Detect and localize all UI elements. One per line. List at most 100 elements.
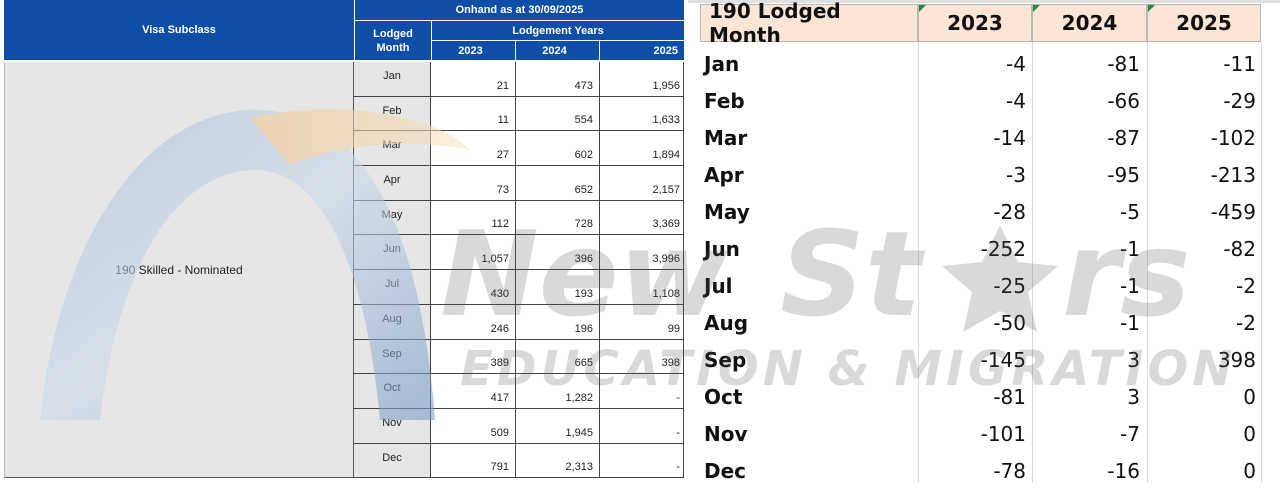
cell-2025[interactable]: 0 xyxy=(1243,459,1256,483)
cell-divider xyxy=(599,235,600,270)
cell-2023: 791 xyxy=(490,461,509,474)
cell-2024[interactable]: -5 xyxy=(1120,200,1140,224)
cell-2023: 430 xyxy=(490,287,509,300)
cell-2024: 473 xyxy=(574,79,593,92)
header-lodged-line2: Month xyxy=(376,41,410,54)
cell-2025[interactable]: 0 xyxy=(1243,385,1256,409)
cell-2025[interactable]: -2 xyxy=(1236,311,1256,335)
cell-2025[interactable]: -29 xyxy=(1223,89,1256,113)
right-table-row[interactable]: Sep -145 3 398 xyxy=(700,341,1272,378)
grid-line xyxy=(918,42,919,483)
row-month[interactable]: May xyxy=(704,200,750,224)
cell-2025: - xyxy=(676,461,680,474)
row-month[interactable]: Jul xyxy=(704,274,733,298)
row-month[interactable]: Feb xyxy=(704,89,745,113)
cell-divider xyxy=(599,166,600,200)
cell-divider xyxy=(515,443,516,478)
cell-2024[interactable]: -7 xyxy=(1120,422,1140,446)
cell-2025[interactable]: 398 xyxy=(1217,348,1256,372)
cell-2025[interactable]: -102 xyxy=(1210,126,1256,150)
row-month[interactable]: Aug xyxy=(704,311,749,335)
cell-2023[interactable]: -78 xyxy=(993,459,1026,483)
cell-2025: - xyxy=(676,391,680,404)
right-table-row[interactable]: Feb -4 -66 -29 xyxy=(700,82,1272,119)
cell-2025: 1,956 xyxy=(652,79,680,92)
cell-divider xyxy=(683,96,684,131)
cell-2023[interactable]: -50 xyxy=(993,311,1026,335)
left-table-row: Sep 389 665 398 xyxy=(354,339,684,375)
right-table-row[interactable]: Jun -252 -1 -82 xyxy=(700,230,1272,267)
cell-2024[interactable]: -1 xyxy=(1120,274,1140,298)
cell-2023[interactable]: -101 xyxy=(980,422,1026,446)
cell-2025[interactable]: -82 xyxy=(1223,237,1256,261)
left-table-row: Dec 791 2,313 - xyxy=(354,443,684,479)
right-table-row[interactable]: Dec -78 -16 0 xyxy=(700,452,1272,489)
cell-2025: 1,108 xyxy=(652,287,680,300)
cell-2025[interactable]: -459 xyxy=(1210,200,1256,224)
cell-2024[interactable]: -87 xyxy=(1107,126,1140,150)
right-table-row[interactable]: Nov -101 -7 0 xyxy=(700,415,1272,452)
row-month[interactable]: Oct xyxy=(704,385,743,409)
header-190-lodged-month[interactable]: 190 Lodged Month xyxy=(700,0,918,47)
right-table-row[interactable]: Jul -25 -1 -2 xyxy=(700,267,1272,304)
right-table-row[interactable]: Apr -3 -95 -213 xyxy=(700,156,1272,193)
cell-2023[interactable]: -81 xyxy=(993,385,1026,409)
cell-2024[interactable]: 3 xyxy=(1127,348,1140,372)
row-month[interactable]: Apr xyxy=(704,163,744,187)
cell-divider xyxy=(599,339,600,374)
cell-2024: 602 xyxy=(574,149,593,162)
header-year-2024: 2024 xyxy=(515,40,599,60)
right-table-row[interactable]: May -28 -5 -459 xyxy=(700,193,1272,230)
row-month: Jan xyxy=(354,62,431,96)
row-month[interactable]: Jan xyxy=(704,52,740,76)
cell-comment-marker xyxy=(919,5,926,12)
row-month[interactable]: Mar xyxy=(704,126,748,150)
right-table-row[interactable]: Aug -50 -1 -2 xyxy=(700,304,1272,341)
row-month[interactable]: Nov xyxy=(704,422,748,446)
row-month: May xyxy=(354,200,431,235)
left-table-row: May 112 728 3,369 xyxy=(354,200,684,236)
header-year-2024-right[interactable]: 2024 xyxy=(1032,4,1147,42)
right-table-row[interactable]: Mar -14 -87 -102 xyxy=(700,119,1272,156)
left-table-row: Nov 509 1,945 - xyxy=(354,408,684,444)
cell-2025[interactable]: -213 xyxy=(1210,163,1256,187)
row-month[interactable]: Jun xyxy=(704,237,740,261)
cell-divider xyxy=(515,235,516,270)
cell-divider xyxy=(599,304,600,339)
cell-2023[interactable]: -3 xyxy=(1006,163,1026,187)
cell-2023[interactable]: -4 xyxy=(1006,89,1026,113)
cell-2025[interactable]: 0 xyxy=(1243,422,1256,446)
cell-divider xyxy=(515,339,516,374)
row-month: Aug xyxy=(354,304,431,339)
cell-2025: 1,894 xyxy=(652,149,680,162)
row-month[interactable]: Dec xyxy=(704,459,747,483)
grid-line xyxy=(1261,42,1262,483)
cell-2023[interactable]: -14 xyxy=(993,126,1026,150)
header-year-2025-right[interactable]: 2025 xyxy=(1147,4,1261,42)
left-table-row: Aug 246 196 99 xyxy=(354,304,684,340)
cell-2024[interactable]: -95 xyxy=(1107,163,1140,187)
cell-2023[interactable]: -28 xyxy=(993,200,1026,224)
cell-2024[interactable]: -66 xyxy=(1107,89,1140,113)
cell-2023[interactable]: -25 xyxy=(993,274,1026,298)
cell-2023[interactable]: -4 xyxy=(1006,52,1026,76)
cell-2024[interactable]: -1 xyxy=(1120,237,1140,261)
cell-2024: 1,282 xyxy=(565,391,593,404)
cell-2024[interactable]: -16 xyxy=(1107,459,1140,483)
cell-2024[interactable]: -1 xyxy=(1120,311,1140,335)
cell-2023[interactable]: -145 xyxy=(980,348,1026,372)
cell-2023: 1,057 xyxy=(481,253,509,266)
row-month: Feb xyxy=(354,96,431,131)
cell-2024[interactable]: -81 xyxy=(1107,52,1140,76)
right-table-row[interactable]: Oct -81 3 0 xyxy=(700,378,1272,415)
cell-2025[interactable]: -2 xyxy=(1236,274,1256,298)
cell-2023[interactable]: -252 xyxy=(980,237,1026,261)
header-onhand-date: Onhand as at 30/09/2025 xyxy=(354,0,684,20)
cell-divider xyxy=(515,374,516,408)
row-month[interactable]: Sep xyxy=(704,348,747,372)
right-table-row[interactable]: Jan -4 -81 -11 xyxy=(700,45,1272,82)
header-year-2023-right[interactable]: 2023 xyxy=(918,4,1032,42)
cell-divider xyxy=(683,235,684,270)
cell-2024[interactable]: 3 xyxy=(1127,385,1140,409)
cell-2025[interactable]: -11 xyxy=(1223,52,1256,76)
